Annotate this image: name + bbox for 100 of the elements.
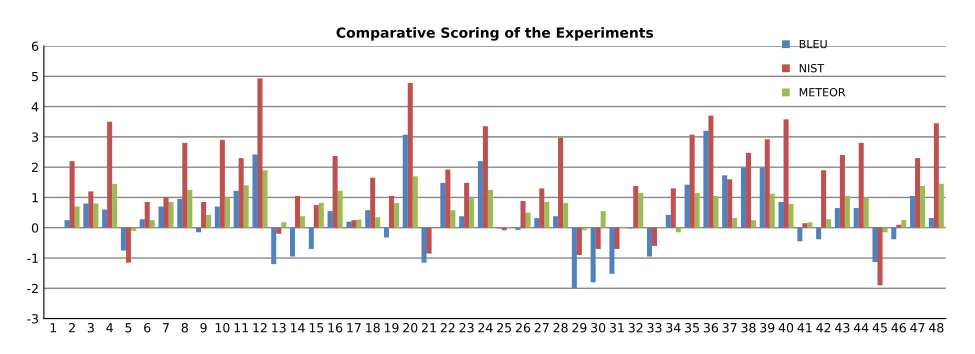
bar — [164, 197, 169, 228]
x-tick-label: 4 — [106, 323, 113, 332]
x-tick-label: 8 — [182, 322, 188, 332]
bar — [93, 204, 98, 228]
bar — [375, 217, 380, 228]
x-tick-label: 41 — [797, 323, 812, 332]
x-tick-label: 11 — [234, 323, 248, 332]
x-tick-label: 10 — [216, 322, 230, 332]
bar — [338, 190, 343, 228]
bar — [214, 206, 220, 228]
x-tick-label: 13 — [272, 322, 286, 332]
x-tick-label: 42 — [816, 322, 830, 332]
x-tick-label: 43 — [835, 322, 850, 332]
bar — [257, 78, 262, 228]
bar — [666, 215, 671, 228]
x-tick-label: 40 — [778, 322, 794, 332]
bar — [563, 202, 568, 228]
bar — [596, 228, 601, 249]
bar — [638, 192, 644, 228]
x-tick-label: 38 — [741, 322, 756, 332]
bar — [920, 186, 926, 228]
bar — [422, 228, 427, 263]
bar — [784, 119, 789, 228]
x-tick-label: 48 — [929, 322, 944, 332]
y-tick-label: 6 — [32, 41, 38, 51]
bar — [244, 185, 249, 228]
x-tick-label: 35 — [685, 322, 699, 332]
bar — [402, 134, 408, 228]
bar — [670, 188, 676, 228]
bar — [882, 228, 888, 232]
bar — [764, 139, 770, 228]
x-tick-label: 3 — [88, 322, 94, 332]
bar — [102, 210, 108, 228]
x-tick-label: 7 — [163, 323, 169, 332]
bar — [168, 202, 174, 228]
bar — [576, 228, 582, 255]
bar — [901, 220, 906, 228]
bar — [750, 220, 756, 228]
bar — [600, 211, 606, 228]
x-tick-label: 9 — [200, 322, 207, 332]
bar — [238, 158, 244, 228]
x-tick-label: 44 — [854, 323, 868, 332]
bar — [482, 126, 488, 228]
bar — [891, 228, 896, 240]
bar — [150, 220, 155, 228]
bar — [120, 228, 126, 250]
x-tick-label: 18 — [366, 322, 380, 332]
bar — [684, 184, 690, 228]
bar — [64, 220, 70, 228]
bar — [582, 228, 587, 230]
x-tick-label: 17 — [347, 323, 361, 332]
x-tick-label: 32 — [628, 322, 642, 332]
bar — [346, 222, 352, 228]
bar — [821, 170, 826, 228]
bar — [177, 198, 182, 228]
bar — [328, 211, 333, 228]
bar — [694, 192, 700, 228]
bar — [126, 228, 131, 263]
bar — [816, 228, 822, 240]
x-tick-label: 21 — [422, 322, 436, 332]
bar — [797, 228, 802, 242]
x-tick-label: 39 — [760, 322, 774, 332]
bar — [426, 228, 432, 254]
bar — [722, 175, 728, 228]
bar — [609, 228, 614, 274]
bar — [520, 201, 526, 228]
bar — [539, 188, 544, 228]
bar — [864, 197, 869, 228]
x-tick-label: 37 — [722, 322, 737, 332]
bar — [450, 210, 456, 228]
bar — [826, 219, 832, 228]
x-tick-label: 2 — [69, 322, 75, 332]
bar — [915, 158, 920, 228]
bar — [502, 228, 507, 230]
bar — [295, 196, 300, 228]
legend-label: NIST — [800, 64, 824, 72]
bar — [187, 190, 192, 228]
x-tick-label: 36 — [704, 322, 718, 332]
bar — [778, 202, 784, 228]
bar — [740, 168, 746, 228]
bar — [676, 228, 681, 232]
x-tick-label: 15 — [310, 323, 324, 332]
x-tick-label: 1 — [50, 323, 56, 332]
y-tick-label: 3 — [32, 132, 38, 142]
x-tick-label: 30 — [591, 322, 606, 332]
bar — [300, 216, 306, 228]
x-tick-label: 24 — [478, 322, 493, 332]
y-tick-label: -2 — [27, 284, 38, 294]
x-tick-label: 22 — [440, 322, 455, 332]
bar — [88, 191, 94, 228]
bar — [308, 228, 314, 249]
x-tick-label: 34 — [666, 322, 681, 332]
bar — [938, 184, 944, 228]
bar — [196, 228, 202, 232]
bar — [647, 228, 652, 257]
bar — [332, 156, 338, 228]
bar — [544, 202, 550, 228]
bar — [276, 228, 282, 234]
bar — [840, 155, 845, 228]
bar — [590, 228, 596, 282]
